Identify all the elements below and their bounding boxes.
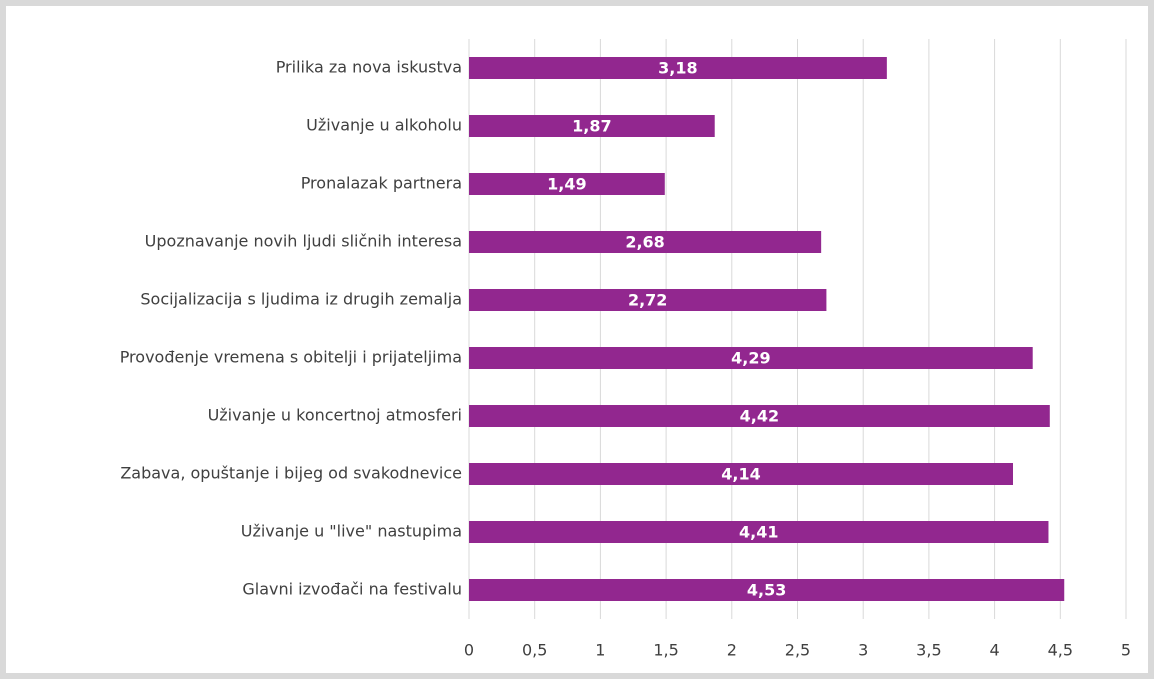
bar bbox=[469, 57, 887, 79]
y-tick-label: Provođenje vremena s obitelji i prijatel… bbox=[120, 348, 462, 367]
value-label: 1,87 bbox=[572, 117, 611, 136]
x-tick-label: 0,5 bbox=[522, 641, 547, 660]
y-tick-label: Prilika za nova iskustva bbox=[276, 58, 462, 77]
x-tick-label: 2,5 bbox=[785, 641, 810, 660]
x-tick-label: 3 bbox=[858, 641, 868, 660]
value-label: 4,41 bbox=[739, 523, 778, 542]
y-tick-label: Uživanje u "live" nastupima bbox=[241, 522, 462, 541]
x-tick-label: 5 bbox=[1121, 641, 1131, 660]
y-tick-label: Glavni izvođači na festivalu bbox=[242, 580, 462, 599]
x-tick-label: 1,5 bbox=[653, 641, 678, 660]
y-tick-label: Zabava, opuštanje i bijeg od svakodnevic… bbox=[120, 464, 462, 483]
x-tick-label: 1 bbox=[595, 641, 605, 660]
bar bbox=[469, 173, 665, 195]
bar bbox=[469, 521, 1049, 543]
bar bbox=[469, 289, 827, 311]
y-tick-label: Uživanje u koncertnoj atmosferi bbox=[208, 406, 462, 425]
y-tick-label: Pronalazak partnera bbox=[301, 174, 462, 193]
bars bbox=[469, 57, 1065, 601]
value-label: 4,29 bbox=[731, 349, 770, 368]
x-tick-label: 4,5 bbox=[1048, 641, 1073, 660]
y-tick-label: Upoznavanje novih ljudi sličnih interesa bbox=[145, 232, 462, 251]
bar bbox=[469, 231, 822, 253]
y-tick-label: Uživanje u alkoholu bbox=[306, 116, 462, 135]
y-tick-label: Socijalizacija s ljudima iz drugih zemal… bbox=[140, 290, 462, 309]
value-label: 2,68 bbox=[625, 233, 664, 252]
value-label: 4,53 bbox=[747, 581, 786, 600]
x-tick-label: 2 bbox=[727, 641, 737, 660]
bar bbox=[469, 115, 715, 137]
bar bbox=[469, 579, 1065, 601]
value-label: 2,72 bbox=[628, 291, 667, 310]
value-label: 4,14 bbox=[721, 465, 760, 484]
x-tick-label: 0 bbox=[464, 641, 474, 660]
value-label: 3,18 bbox=[658, 59, 697, 78]
x-tick-label: 4 bbox=[990, 641, 1000, 660]
bar bbox=[469, 347, 1033, 369]
x-tick-label: 3,5 bbox=[916, 641, 941, 660]
bar bbox=[469, 405, 1050, 427]
value-label: 4,42 bbox=[740, 407, 779, 426]
value-label: 1,49 bbox=[547, 175, 586, 194]
bar bbox=[469, 463, 1013, 485]
